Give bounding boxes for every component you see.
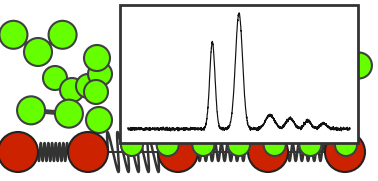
Circle shape <box>249 18 277 46</box>
Circle shape <box>316 88 340 112</box>
Circle shape <box>55 100 83 128</box>
Circle shape <box>297 10 325 38</box>
Bar <box>120 5 358 143</box>
Circle shape <box>299 134 321 156</box>
Circle shape <box>156 134 179 156</box>
Circle shape <box>68 132 108 172</box>
Circle shape <box>17 96 45 124</box>
Circle shape <box>0 21 28 49</box>
Circle shape <box>266 70 290 94</box>
Circle shape <box>84 45 110 71</box>
Circle shape <box>276 31 304 59</box>
Circle shape <box>346 52 372 79</box>
Circle shape <box>84 80 108 104</box>
Circle shape <box>60 78 84 102</box>
Circle shape <box>335 134 357 156</box>
Circle shape <box>298 108 322 132</box>
Circle shape <box>284 80 308 104</box>
Circle shape <box>248 132 288 172</box>
Circle shape <box>24 38 52 66</box>
Circle shape <box>121 134 143 156</box>
Circle shape <box>86 107 112 133</box>
Circle shape <box>312 50 338 75</box>
Circle shape <box>264 134 286 156</box>
Circle shape <box>49 21 77 49</box>
Circle shape <box>325 132 365 172</box>
Circle shape <box>272 101 298 127</box>
Circle shape <box>88 62 112 86</box>
Circle shape <box>192 134 214 156</box>
Circle shape <box>300 76 324 100</box>
Circle shape <box>158 132 198 172</box>
Circle shape <box>0 132 38 172</box>
Circle shape <box>43 66 67 90</box>
Circle shape <box>76 74 100 98</box>
Circle shape <box>228 134 250 156</box>
